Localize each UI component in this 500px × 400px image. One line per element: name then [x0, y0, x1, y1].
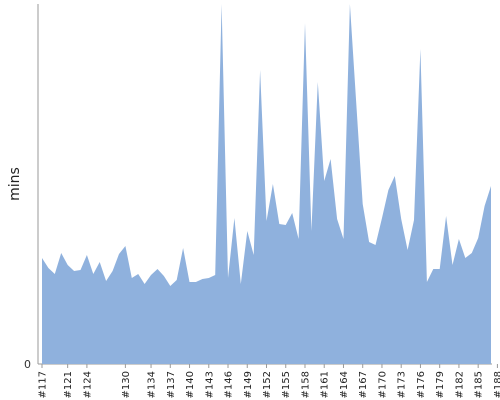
x-tick-label: #143 — [204, 371, 215, 398]
x-tick-label: #140 — [185, 371, 196, 398]
x-tick-label: #130 — [121, 371, 132, 398]
x-tick-label: #185 — [474, 371, 485, 398]
x-tick-label: #155 — [281, 371, 292, 398]
x-tick-label: #137 — [166, 371, 177, 398]
x-tick-label: #146 — [224, 371, 235, 398]
x-tick-label: #182 — [454, 371, 465, 398]
y-axis-title: mins — [7, 167, 23, 201]
x-tick-label: #152 — [262, 371, 273, 398]
x-tick-label: #188 — [493, 371, 500, 398]
x-tick-label: #173 — [397, 371, 408, 398]
x-tick-label: #124 — [82, 371, 93, 398]
x-tick-label: #176 — [416, 371, 427, 398]
y-tick-label-zero: 0 — [24, 358, 31, 371]
x-tick-label: #158 — [301, 371, 312, 398]
x-axis-ticks: #117 #121 #124 #130 #134 #137 #140 #143 #146 #149… — [38, 364, 500, 398]
x-tick-label: #121 — [63, 371, 74, 398]
x-tick-label: #149 — [243, 371, 254, 398]
x-tick-label: #167 — [358, 371, 369, 398]
x-tick-label: #161 — [320, 371, 331, 398]
x-tick-label: #179 — [435, 371, 446, 398]
x-tick-label: #134 — [147, 371, 158, 398]
area-series — [42, 4, 491, 364]
x-tick-label: #164 — [339, 371, 350, 398]
x-tick-label: #117 — [38, 371, 49, 398]
x-tick-label: #170 — [378, 371, 389, 398]
